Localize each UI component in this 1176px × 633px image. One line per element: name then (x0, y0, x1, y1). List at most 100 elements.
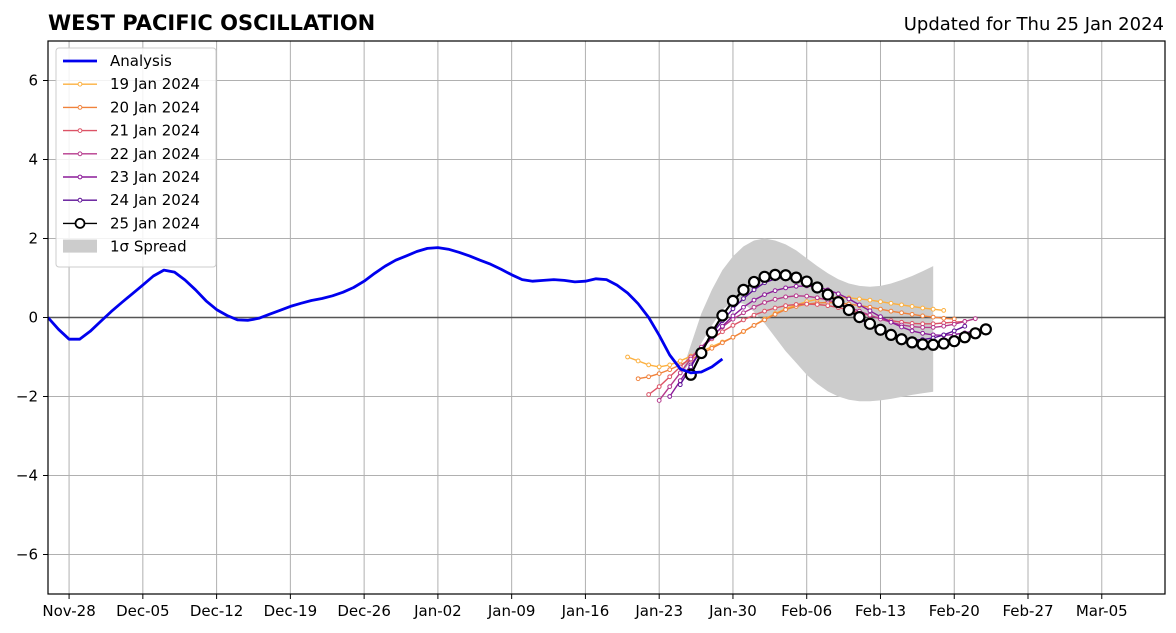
series-point (656, 398, 662, 403)
legend-marker (77, 81, 83, 87)
series-point (905, 336, 919, 349)
series-point (878, 306, 883, 312)
series-point (835, 291, 841, 297)
series-point (677, 358, 683, 364)
series-point (667, 394, 673, 399)
spread-band-layer (680, 238, 934, 402)
series-point (878, 314, 883, 320)
series-point (730, 334, 736, 340)
series-point (825, 303, 831, 309)
series-point (874, 323, 887, 336)
series-point (730, 323, 736, 328)
series-point (667, 367, 673, 373)
series-point (958, 331, 971, 344)
series-point (888, 319, 894, 325)
legend-label: 1σ Spread (110, 238, 187, 256)
series-point (814, 295, 820, 301)
series-point (762, 308, 767, 314)
legend-marker (74, 217, 86, 229)
series-point (726, 294, 740, 308)
series-point (867, 308, 873, 314)
legend-label: 24 Jan 2024 (110, 191, 200, 209)
series-point (793, 283, 799, 289)
series-point (857, 296, 862, 302)
series-point (688, 364, 694, 370)
legend-label: 19 Jan 2024 (110, 75, 200, 93)
series-point (779, 269, 792, 282)
series-point (758, 270, 771, 283)
legend-marker (77, 174, 83, 180)
series-point (941, 323, 947, 329)
series-point (783, 307, 789, 313)
x-tick-label: Feb-06 (781, 602, 832, 620)
analysis-line (48, 246, 724, 375)
x-axis: Nov-28 Dec-05 Dec-12 Dec-19 Dec-26 Jan-02 Jan-… (42, 594, 1128, 620)
series-point (888, 308, 894, 314)
series-point (720, 340, 725, 346)
y-tick-label: −4 (16, 467, 38, 485)
x-tick-label: Mar-05 (1076, 602, 1128, 620)
series-point (927, 338, 940, 351)
series-point (635, 358, 641, 364)
series-point (741, 317, 746, 323)
series-point (846, 296, 852, 302)
series-point (937, 337, 950, 350)
series-point (804, 301, 810, 307)
series-point (747, 275, 761, 289)
series-point (677, 370, 683, 376)
series-point (741, 310, 746, 316)
forecast-series-layer (625, 268, 992, 403)
series-point (667, 362, 673, 368)
series-point (667, 374, 673, 380)
legend-marker (77, 128, 83, 134)
series-point (951, 328, 957, 334)
x-tick-label: Feb-20 (929, 602, 980, 620)
series-point (709, 345, 715, 351)
legend-marker (77, 151, 83, 157)
y-tick-label: 6 (28, 72, 38, 90)
series-point (783, 294, 789, 300)
x-tick-label: Jan-30 (708, 602, 757, 620)
series-point (783, 285, 789, 291)
legend: Analysis 19 Jan 2024 20 Jan 2024 21 Jan 202… (55, 47, 217, 268)
series-point (741, 328, 746, 334)
x-tick-label: Dec-05 (116, 602, 170, 620)
y-axis: 6 4 2 0 −2 −4 −6 (16, 72, 48, 564)
series-point (979, 323, 992, 336)
x-tick-label: Dec-26 (337, 602, 391, 620)
series-point (867, 312, 873, 318)
series-point (667, 384, 673, 390)
series-point (920, 305, 926, 311)
series-point (951, 321, 957, 327)
series-point (646, 362, 652, 368)
series-point (751, 312, 757, 318)
series-point (909, 311, 915, 317)
series-point (930, 324, 936, 330)
series-point (941, 332, 947, 338)
x-tick-label: Feb-27 (1002, 602, 1053, 620)
series-point (751, 323, 757, 328)
x-tick-label: Jan-09 (487, 602, 536, 620)
series-point (751, 287, 757, 293)
series-point (909, 304, 915, 309)
x-tick-label: Dec-12 (190, 602, 244, 620)
series-point (899, 302, 904, 308)
series-point (895, 333, 908, 346)
x-tick-label: Nov-28 (42, 602, 95, 620)
series-point (772, 288, 778, 294)
series-point (656, 371, 662, 376)
series-point (832, 295, 845, 309)
series-point (646, 392, 652, 397)
series-point (909, 328, 915, 334)
series-point (790, 271, 803, 284)
legend-box (55, 47, 217, 268)
x-tick-label: Dec-19 (264, 602, 318, 620)
series-point (948, 335, 961, 348)
legend-label: 25 Jan 2024 (110, 214, 200, 232)
series-point (842, 303, 855, 317)
series-point (705, 326, 718, 339)
series-point (899, 310, 904, 316)
series-point (762, 317, 767, 323)
series-point (867, 297, 873, 303)
